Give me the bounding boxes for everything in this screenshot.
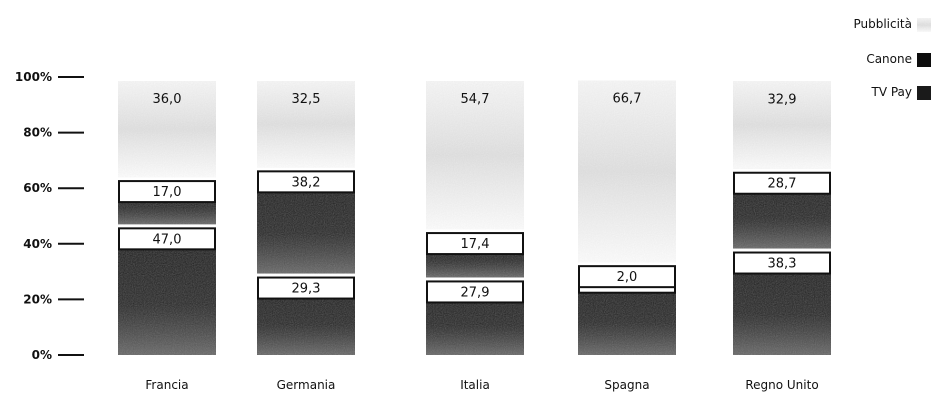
data-label-box-canone	[733, 171, 831, 195]
legend-item-pubblicita: Pubblicità	[853, 17, 931, 32]
legend: Pubblicità Canone TV Pay	[853, 17, 931, 100]
data-label-box-tv-pay	[257, 276, 355, 300]
bar-group-spagna: 31,42,066,7	[578, 80, 676, 355]
data-label-box-canone	[426, 232, 524, 256]
data-label-canone: 17,4	[461, 237, 490, 252]
y-tick-label: 60%	[23, 181, 52, 195]
x-tick-label: Italia	[460, 378, 490, 392]
legend-swatch-tv-pay	[917, 86, 931, 100]
data-label-box-canone	[257, 170, 355, 194]
data-label-pubblicita: 32,5	[292, 92, 321, 107]
data-label-box-tv-pay	[426, 280, 524, 304]
data-label-box-tv-pay	[118, 227, 216, 251]
y-tick-label: 0%	[32, 348, 52, 362]
y-tick-label: 40%	[23, 237, 52, 251]
bar-segment-pubblicita	[578, 80, 676, 263]
bar-group-francia: 47,0 17,0 36,0	[118, 81, 216, 355]
data-label-box-canone	[118, 180, 216, 204]
data-label-tv-pay: 47,0	[153, 232, 182, 247]
legend-swatch-pubblicita	[917, 18, 931, 32]
bar-group-germania: 29,3 38,2 32,5	[257, 81, 355, 355]
data-label-pubblicita: 32,9	[768, 92, 797, 107]
legend-label-tv-pay: TV Pay	[870, 85, 912, 99]
data-label-canone: 2,0	[617, 270, 638, 285]
data-label-pubblicita: 36,0	[153, 92, 182, 107]
data-label-canone: 28,7	[768, 177, 797, 192]
bar-segment-pubblicita	[733, 81, 831, 169]
data-label-pubblicita: 54,7	[461, 92, 490, 107]
x-tick-label: Francia	[145, 378, 188, 392]
data-label-tv-pay: 27,9	[461, 285, 490, 300]
legend-item-tv-pay: TV Pay	[870, 85, 931, 100]
data-label-canone: 38,2	[292, 175, 321, 190]
legend-label-canone: Canone	[866, 52, 912, 66]
bar-group-regno-unito: 38,3 28,7 32,9	[733, 81, 831, 355]
bar-group-italia: 27,9 17,4 54,7	[426, 81, 524, 355]
y-tick-label: 20%	[23, 292, 52, 306]
data-label-pubblicita: 66,7	[613, 92, 642, 107]
y-tick-label: 80%	[23, 126, 52, 140]
x-tick-label: Germania	[277, 378, 336, 392]
legend-label-pubblicita: Pubblicità	[853, 17, 912, 31]
y-tick-label: 100%	[15, 70, 52, 84]
legend-swatch-canone	[917, 53, 931, 67]
data-label-box-canone	[578, 265, 676, 289]
bar-segment-pubblicita	[118, 81, 216, 178]
x-tick-label: Regno Unito	[745, 378, 818, 392]
data-label-tv-pay: 29,3	[292, 282, 321, 297]
y-axis: 0% 20% 40% 60% 80% 100%	[15, 70, 84, 362]
legend-item-canone: Canone	[866, 52, 931, 67]
data-label-tv-pay: 38,3	[768, 257, 797, 272]
bars: 47,017,036,029,338,232,527,917,454,731,4…	[118, 80, 831, 355]
bar-segment-pubblicita	[426, 81, 524, 230]
bar-segment-pubblicita	[257, 81, 355, 168]
data-label-box-tv-pay	[733, 251, 831, 275]
data-label-canone: 17,0	[153, 185, 182, 200]
x-axis: Francia Germania Italia Spagna Regno Unito	[145, 378, 818, 392]
x-tick-label: Spagna	[604, 378, 649, 392]
